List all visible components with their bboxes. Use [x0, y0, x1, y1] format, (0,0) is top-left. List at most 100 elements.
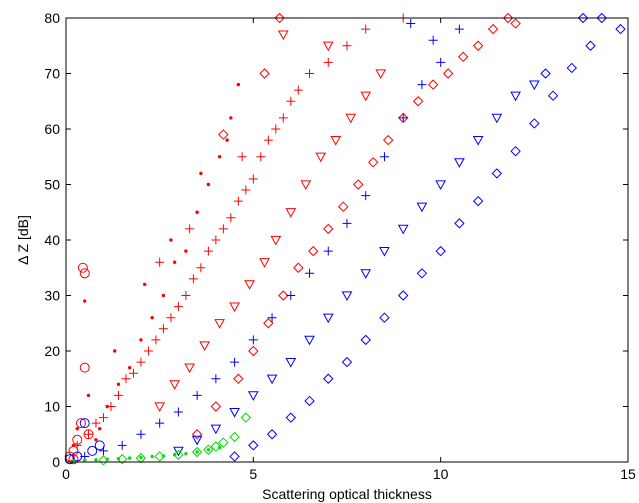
y-tick-label: 40 — [44, 232, 60, 248]
data-point — [417, 80, 427, 90]
y-tick-label: 70 — [44, 66, 60, 82]
data-point — [77, 262, 88, 273]
data-point — [510, 145, 521, 157]
data-point — [173, 407, 183, 417]
data-point — [323, 246, 333, 256]
data-point — [173, 302, 183, 312]
data-point — [341, 356, 353, 368]
data-point — [342, 41, 352, 51]
data-point — [360, 91, 372, 102]
data-point — [150, 454, 154, 459]
data-point — [98, 427, 102, 431]
data-point — [383, 134, 394, 146]
data-point — [229, 451, 240, 462]
data-point — [233, 373, 244, 384]
data-point — [128, 368, 138, 378]
data-point — [139, 455, 143, 460]
data-point — [191, 435, 203, 446]
data-point — [237, 152, 247, 162]
data-point — [345, 113, 357, 124]
data-point — [135, 452, 147, 464]
data-point — [286, 96, 296, 106]
data-point — [510, 91, 521, 102]
data-point — [322, 41, 334, 52]
data-point — [191, 429, 203, 440]
data-point — [274, 12, 285, 24]
data-point — [199, 171, 203, 176]
data-point — [218, 129, 229, 140]
data-point — [361, 191, 371, 201]
data-point — [547, 90, 559, 101]
data-point — [241, 185, 251, 195]
data-point — [79, 268, 90, 279]
data-point — [94, 440, 105, 451]
data-point — [585, 40, 596, 51]
data-point — [379, 247, 390, 257]
data-point — [338, 201, 349, 212]
data-point — [142, 282, 147, 287]
data-points — [64, 12, 626, 466]
data-point — [195, 210, 199, 214]
data-point — [83, 458, 87, 463]
data-point — [87, 445, 98, 456]
data-point — [491, 168, 503, 179]
data-point — [510, 18, 521, 29]
data-point — [263, 318, 274, 329]
y-tick-label: 0 — [52, 454, 60, 470]
data-point — [68, 445, 79, 456]
data-point — [271, 124, 281, 134]
data-point — [229, 302, 240, 313]
data-point — [491, 113, 503, 124]
data-point — [256, 152, 266, 162]
data-point — [278, 113, 288, 123]
data-point — [248, 335, 258, 345]
data-point — [454, 218, 465, 229]
data-point — [304, 395, 315, 407]
data-point — [368, 157, 379, 168]
data-point — [127, 365, 132, 370]
data-point — [305, 268, 315, 278]
data-point — [155, 418, 165, 428]
y-tick-label: 80 — [44, 10, 60, 26]
y-tick-label: 10 — [44, 399, 60, 415]
data-point — [151, 335, 161, 345]
data-point — [172, 260, 177, 264]
data-point — [206, 182, 211, 187]
y-tick-label: 50 — [44, 177, 60, 193]
data-point — [428, 35, 438, 45]
data-point — [91, 418, 101, 428]
x-tick-label: 15 — [620, 466, 636, 482]
data-point — [229, 407, 240, 418]
data-point — [304, 335, 315, 346]
data-point — [184, 363, 195, 374]
data-point — [217, 155, 222, 159]
data-point — [286, 291, 296, 300]
data-point — [300, 180, 312, 191]
data-point — [540, 68, 551, 79]
x-axis-label: Scattering optical thickness — [262, 486, 432, 502]
data-point — [398, 113, 408, 123]
data-point — [566, 62, 578, 74]
data-point — [136, 357, 146, 367]
data-point — [375, 69, 387, 80]
data-point — [113, 349, 117, 353]
data-point — [184, 451, 188, 456]
data-point — [342, 218, 352, 228]
data-point — [75, 427, 79, 431]
data-point — [266, 374, 278, 385]
data-point — [98, 455, 109, 466]
data-point — [173, 446, 184, 457]
data-point — [596, 12, 607, 24]
data-point — [615, 23, 626, 35]
y-axis-label: Δ Z [dB] — [15, 215, 31, 265]
axis-ticks: 0 5 10 15 0 10 20 30 40 50 60 70 80 — [44, 10, 636, 482]
data-point — [143, 346, 153, 356]
data-point — [121, 374, 131, 384]
data-point — [248, 174, 258, 184]
data-point — [270, 235, 282, 246]
data-point — [267, 313, 277, 323]
data-point — [305, 69, 315, 78]
data-point — [457, 51, 469, 63]
data-point — [341, 291, 353, 302]
data-point — [116, 382, 121, 386]
